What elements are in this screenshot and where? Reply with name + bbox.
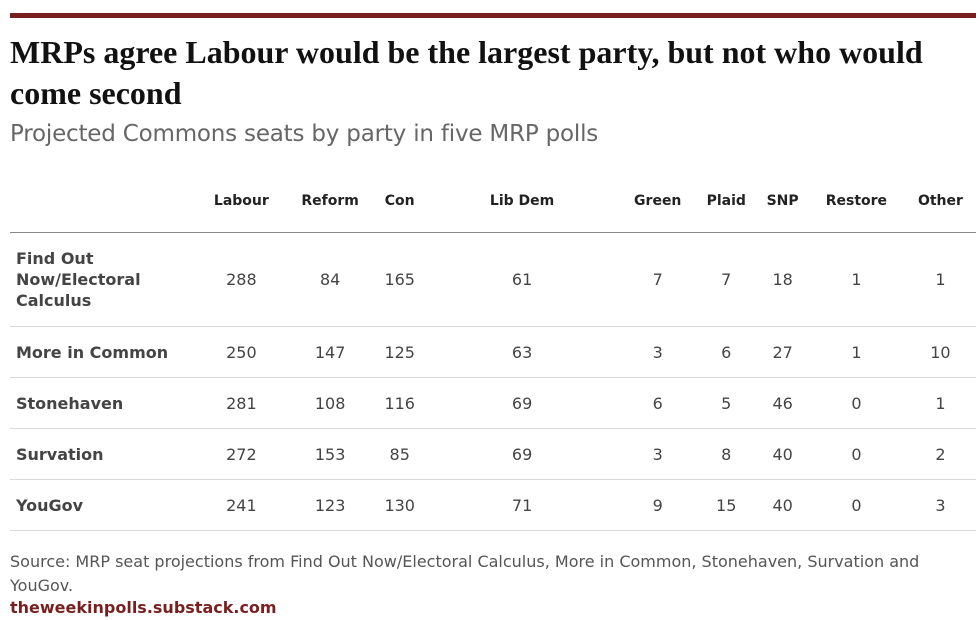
corner-cell — [10, 170, 198, 233]
seat-value: 123 — [284, 479, 376, 531]
seat-value: 3 — [620, 326, 696, 378]
pollster-name: More in Common — [10, 326, 198, 378]
column-header: Restore — [807, 170, 905, 233]
seat-value: 10 — [904, 326, 976, 378]
seat-value: 7 — [695, 232, 758, 327]
pollster-name: Survation — [10, 428, 198, 480]
seat-value: 241 — [198, 479, 285, 531]
seat-value: 0 — [807, 377, 905, 429]
seat-value: 6 — [620, 377, 696, 429]
seat-value: 8 — [695, 428, 758, 480]
seat-value: 0 — [807, 428, 905, 480]
seat-value: 63 — [423, 326, 621, 378]
column-header: Green — [620, 170, 696, 233]
header-row: Labour Reform Con Lib Dem Green Plaid SN… — [10, 170, 976, 233]
chart-subtitle: Projected Commons seats by party in five… — [10, 121, 599, 147]
table-row: Survation 272 153 85 69 3 8 40 0 2 — [10, 428, 976, 480]
seat-value: 46 — [757, 377, 808, 429]
table-row: YouGov 241 123 130 71 9 15 40 0 3 — [10, 479, 976, 531]
column-header: Other — [904, 170, 976, 233]
column-header: Con — [375, 170, 424, 233]
top-rule — [10, 13, 976, 18]
seat-value: 5 — [695, 377, 758, 429]
seat-value: 147 — [284, 326, 376, 378]
seat-value: 71 — [423, 479, 621, 531]
seat-value: 250 — [198, 326, 285, 378]
seat-value: 1 — [807, 326, 905, 378]
column-header: Labour — [198, 170, 285, 233]
column-header: Plaid — [695, 170, 758, 233]
seat-value: 0 — [807, 479, 905, 531]
seat-value: 6 — [695, 326, 758, 378]
seat-value: 2 — [904, 428, 976, 480]
seat-value: 130 — [375, 479, 424, 531]
seat-value: 153 — [284, 428, 376, 480]
column-header: SNP — [757, 170, 808, 233]
seat-value: 1 — [904, 232, 976, 327]
seat-value: 27 — [757, 326, 808, 378]
column-header: Reform — [284, 170, 376, 233]
seat-value: 85 — [375, 428, 424, 480]
seat-value: 69 — [423, 428, 621, 480]
pollster-name: Stonehaven — [10, 377, 198, 429]
seat-value: 3 — [620, 428, 696, 480]
seat-table: Labour Reform Con Lib Dem Green Plaid SN… — [10, 170, 976, 531]
seat-value: 125 — [375, 326, 424, 378]
seat-value: 61 — [423, 232, 621, 327]
publisher-link[interactable]: theweekinpolls.substack.com — [10, 598, 277, 617]
seat-value: 165 — [375, 232, 424, 327]
seat-value: 7 — [620, 232, 696, 327]
seat-value: 40 — [757, 428, 808, 480]
pollster-name: YouGov — [10, 479, 198, 531]
seat-value: 40 — [757, 479, 808, 531]
pollster-name: Find Out Now/Electoral Calculus — [10, 232, 198, 327]
seat-value: 9 — [620, 479, 696, 531]
column-header: Lib Dem — [423, 170, 621, 233]
table-row: Find Out Now/Electoral Calculus 288 84 1… — [10, 232, 976, 327]
seat-value: 18 — [757, 232, 808, 327]
table-row: More in Common 250 147 125 63 3 6 27 1 1… — [10, 326, 976, 378]
seat-value: 1 — [807, 232, 905, 327]
chart-title: MRPs agree Labour would be the largest p… — [10, 34, 923, 111]
seat-value: 15 — [695, 479, 758, 531]
seat-value: 272 — [198, 428, 285, 480]
table-row: Stonehaven 281 108 116 69 6 5 46 0 1 — [10, 377, 976, 429]
seat-value: 69 — [423, 377, 621, 429]
source-note: Source: MRP seat projections from Find O… — [10, 552, 920, 595]
seat-value: 3 — [904, 479, 976, 531]
seat-value: 288 — [198, 232, 285, 327]
seat-value: 1 — [904, 377, 976, 429]
seat-value: 84 — [284, 232, 376, 327]
seat-value: 116 — [375, 377, 424, 429]
seat-value: 108 — [284, 377, 376, 429]
seat-value: 281 — [198, 377, 285, 429]
